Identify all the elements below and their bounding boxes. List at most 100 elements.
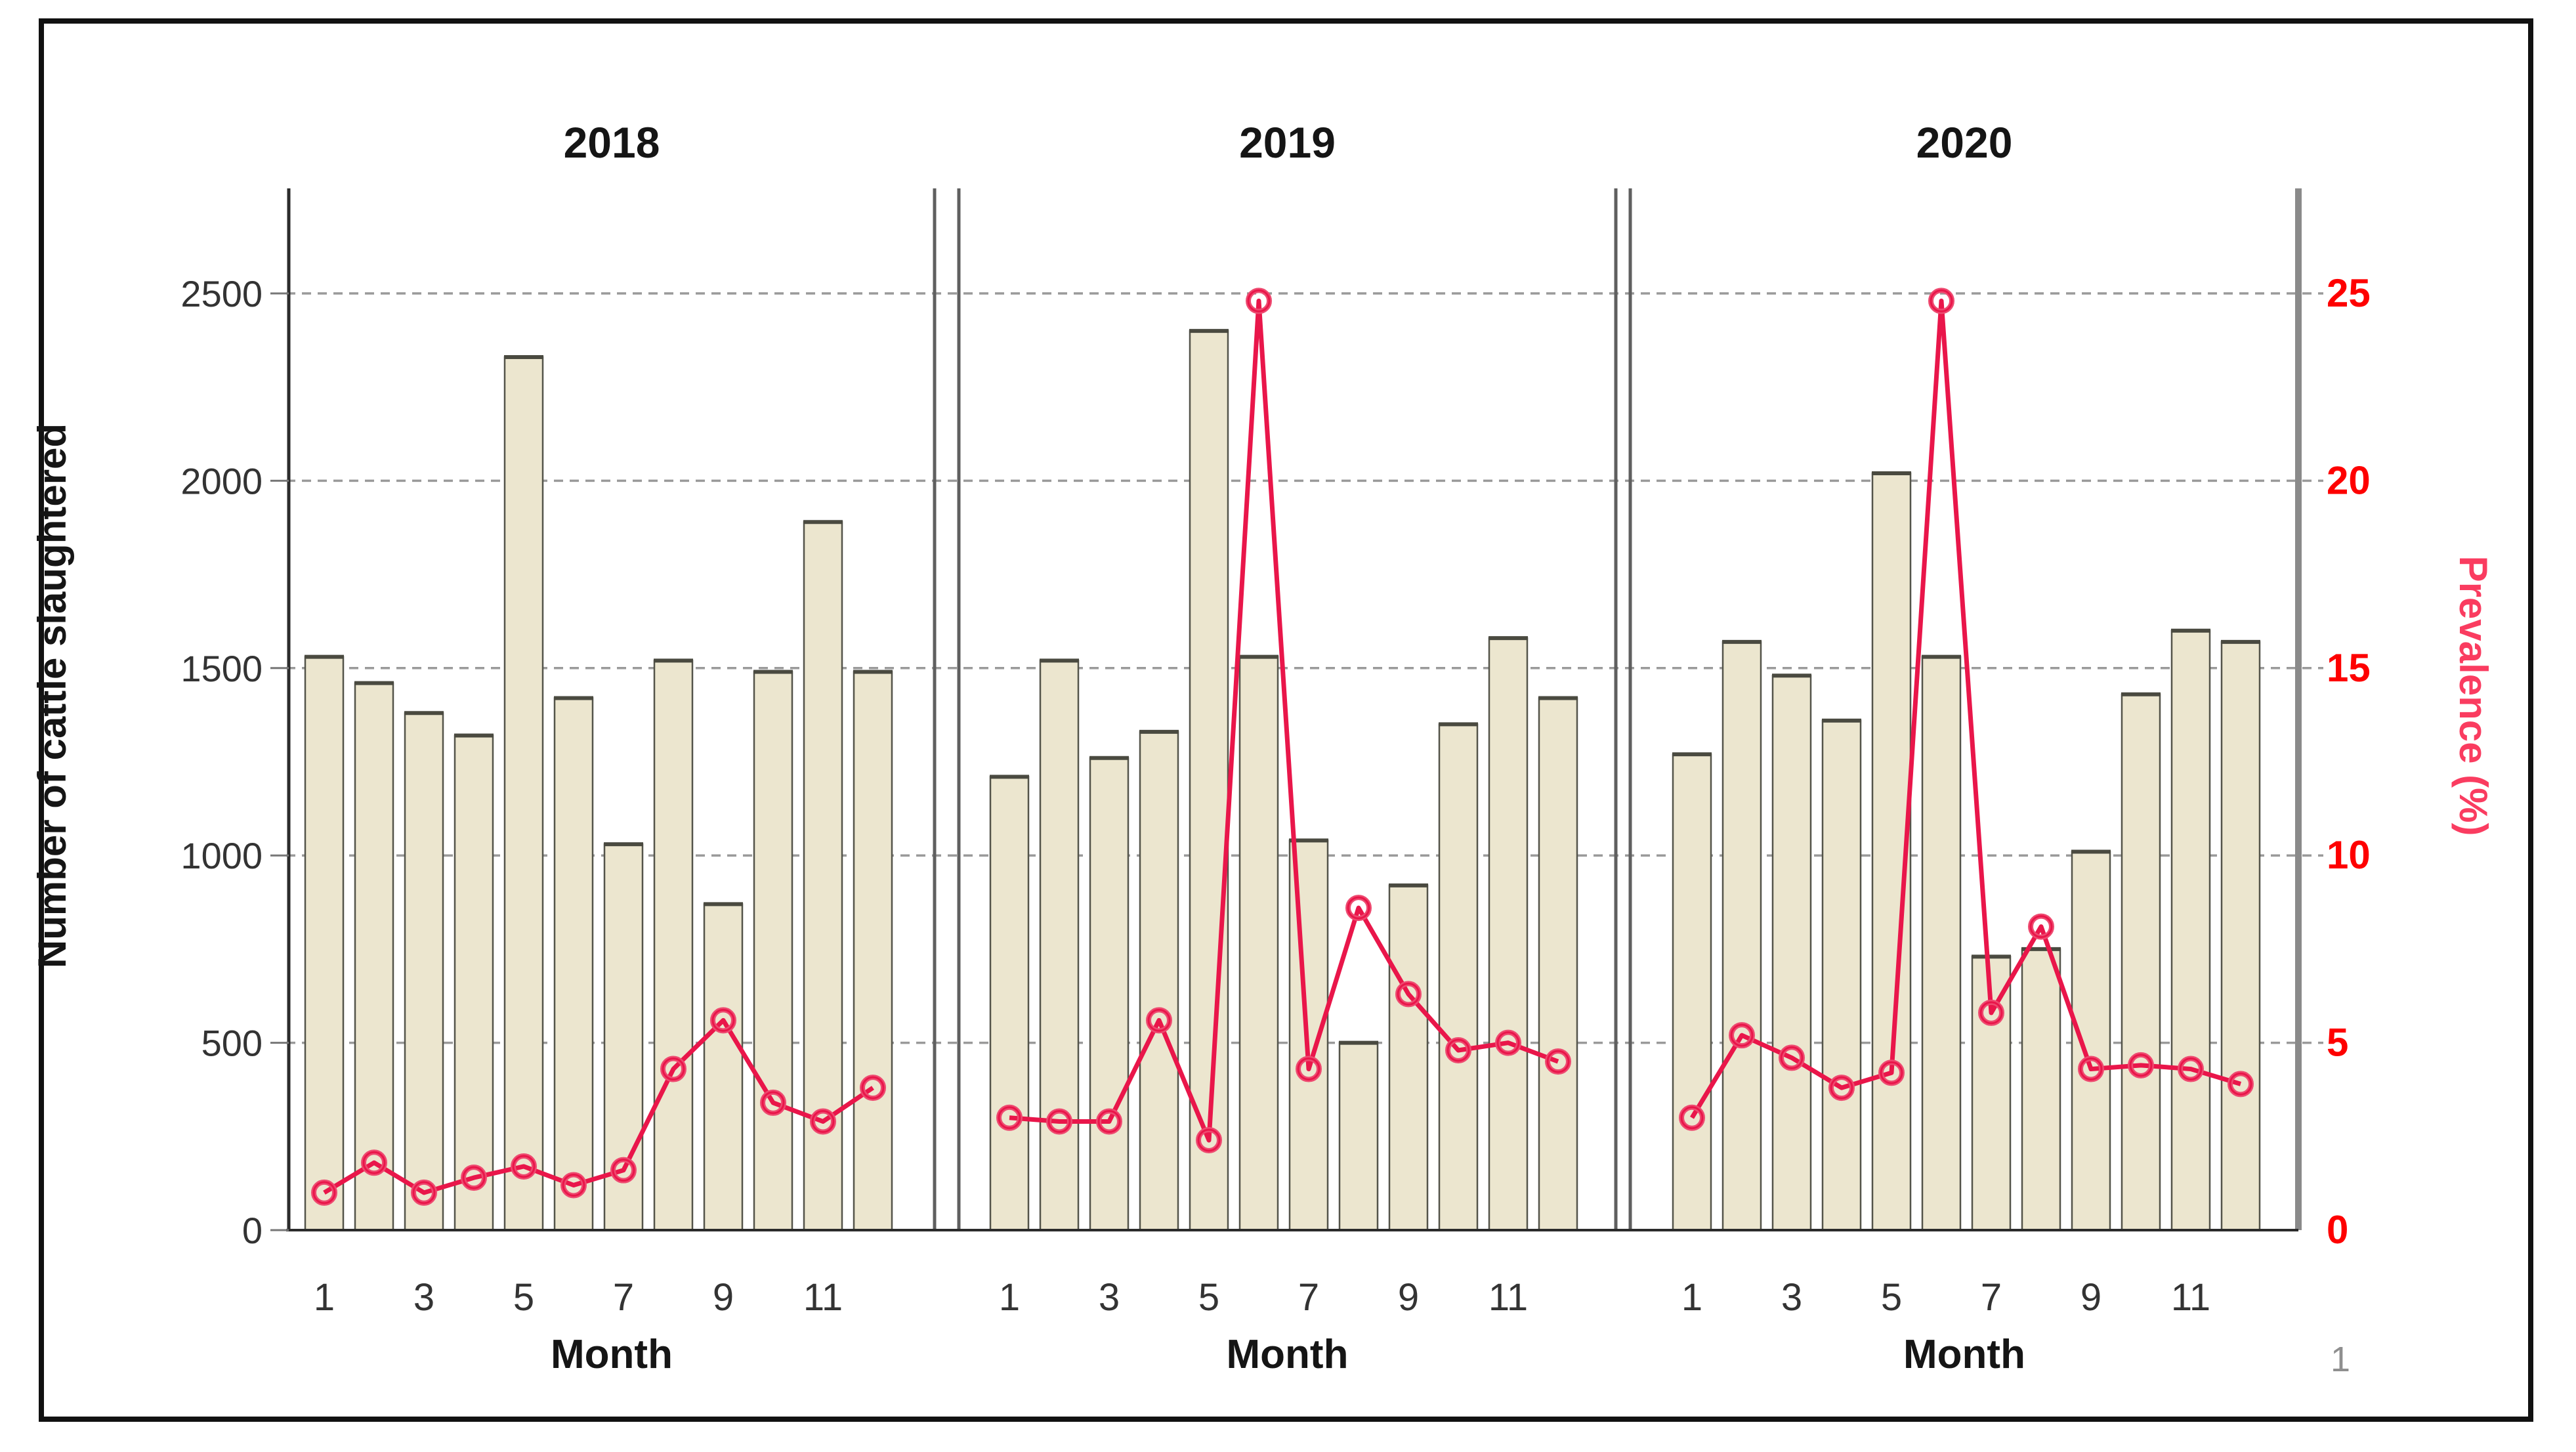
bar-2018-month-2 xyxy=(354,682,394,1231)
left-axis-tick-label-1500: 1500 xyxy=(180,648,263,689)
prevalence-marker-core-2019-month-11 xyxy=(1496,1031,1520,1055)
right-axis-title: Prevalence (%) xyxy=(2451,556,2495,836)
prevalence-marker-core-2019-month-4 xyxy=(1147,1008,1171,1032)
bar-2020-month-11 xyxy=(2170,630,2211,1231)
prevalence-marker-core-2020-month-9 xyxy=(2079,1057,2103,1081)
right-axis-tick-label-0: 0 xyxy=(2327,1208,2348,1252)
left-axis-title: Number of cattle slaughtered xyxy=(30,423,74,968)
bar-2019-month-5 xyxy=(1189,330,1229,1231)
left-axis-tick-label-1000: 1000 xyxy=(180,835,263,876)
x-tick-2018-5: 5 xyxy=(513,1276,534,1319)
prevalence-marker-core-2020-month-11 xyxy=(2179,1057,2203,1081)
right-axis-tick-label-25: 25 xyxy=(2327,271,2371,315)
x-tick-2020-9: 9 xyxy=(2080,1276,2101,1319)
bar-2019-month-12 xyxy=(1538,697,1578,1231)
bar-2020-month-9 xyxy=(2071,851,2111,1231)
panel-2018: 2018 1 3 5 7 9 11 Month xyxy=(287,118,937,1377)
prevalence-marker-core-2020-month-10 xyxy=(2129,1054,2153,1077)
left-axis-tick-label-500: 500 xyxy=(201,1023,263,1064)
prevalence-marker-core-2018-month-8 xyxy=(662,1057,685,1081)
prevalence-marker-core-2019-month-10 xyxy=(1446,1038,1470,1062)
left-axis-tick-label-2500: 2500 xyxy=(180,273,263,314)
x-tick-2019-1: 1 xyxy=(999,1276,1020,1319)
prevalence-marker-core-2019-month-8 xyxy=(1347,896,1370,920)
bar-2019-month-2 xyxy=(1039,660,1080,1231)
prevalence-marker-core-2020-month-1 xyxy=(1680,1106,1704,1130)
prevalence-marker-core-2019-month-1 xyxy=(998,1106,1021,1130)
prevalence-marker-core-2020-month-6 xyxy=(1930,289,1953,312)
x-tick-2020-5: 5 xyxy=(1881,1276,1902,1319)
right-axis-tick-label-15: 15 xyxy=(2327,646,2371,690)
prevalence-marker-core-2018-month-4 xyxy=(462,1166,486,1189)
x-tick-2019-9: 9 xyxy=(1398,1276,1419,1319)
prevalence-marker-core-2020-month-8 xyxy=(2029,915,2053,939)
bar-2020-month-2 xyxy=(1721,641,1762,1231)
x-tick-2018-7: 7 xyxy=(613,1276,634,1319)
prevalence-marker-core-2018-month-3 xyxy=(412,1181,436,1205)
right-axis-tick-label-5: 5 xyxy=(2327,1021,2348,1065)
bar-2018-month-3 xyxy=(404,712,444,1231)
x-tick-2020-1: 1 xyxy=(1681,1276,1702,1319)
x-tick-2019-5: 5 xyxy=(1198,1276,1219,1319)
prevalence-marker-core-2018-month-12 xyxy=(861,1076,885,1100)
bar-2018-month-11 xyxy=(803,521,843,1231)
bar-2019-month-3 xyxy=(1089,757,1130,1231)
bar-2020-month-12 xyxy=(2220,641,2261,1231)
prevalence-marker-core-2018-month-2 xyxy=(362,1151,386,1174)
prevalence-marker-core-2018-month-10 xyxy=(761,1091,785,1115)
prevalence-marker-core-2018-month-9 xyxy=(711,1008,735,1032)
bar-2018-month-9 xyxy=(703,903,744,1231)
bar-2020-month-4 xyxy=(1821,719,1862,1231)
bar-2020-month-10 xyxy=(2121,693,2161,1231)
prevalence-marker-core-2019-month-2 xyxy=(1047,1109,1071,1133)
prevalence-marker-core-2018-month-11 xyxy=(811,1109,835,1133)
x-tick-2019-3: 3 xyxy=(1099,1276,1120,1319)
left-axis-tick-label-2000: 2000 xyxy=(180,460,263,502)
x-tick-2018-1: 1 xyxy=(314,1276,335,1319)
x-axis-label-2020: Month xyxy=(1903,1332,2025,1377)
bar-2020-month-8 xyxy=(2021,948,2061,1231)
bar-2020-month-1 xyxy=(1672,753,1712,1231)
panel-title-2018: 2018 xyxy=(564,118,660,167)
x-tick-2018-11: 11 xyxy=(803,1276,843,1319)
panel-title-2019: 2019 xyxy=(1239,118,1336,167)
bar-2018-month-10 xyxy=(753,671,793,1231)
prevalence-marker-core-2018-month-5 xyxy=(512,1155,536,1178)
bar-2019-month-8 xyxy=(1338,1042,1379,1231)
x-axis-label-2019: Month xyxy=(1227,1332,1349,1377)
bar-2019-month-6 xyxy=(1238,656,1279,1231)
bar-2019-month-9 xyxy=(1388,884,1429,1231)
bar-2018-month-6 xyxy=(553,697,594,1231)
left-axis-tick-label-0: 0 xyxy=(242,1210,263,1251)
prevalence-marker-core-2020-month-2 xyxy=(1730,1023,1754,1047)
right-axis-tick-label-20: 20 xyxy=(2327,458,2371,502)
x-tick-2018-9: 9 xyxy=(713,1276,734,1319)
x-tick-2020-11: 11 xyxy=(2171,1276,2210,1319)
bar-2019-month-11 xyxy=(1488,637,1529,1231)
panel-title-2020: 2020 xyxy=(1916,118,2013,167)
prevalence-marker-core-2020-month-3 xyxy=(1780,1046,1804,1069)
bar-2018-month-8 xyxy=(653,660,694,1231)
prevalence-marker-core-2019-month-5 xyxy=(1197,1128,1221,1152)
prevalence-marker-core-2019-month-3 xyxy=(1097,1109,1121,1133)
x-tick-2019-7: 7 xyxy=(1298,1276,1319,1319)
prevalence-marker-core-2019-month-7 xyxy=(1297,1057,1320,1081)
prevalence-marker-core-2019-month-9 xyxy=(1397,982,1420,1006)
bar-2019-month-1 xyxy=(989,776,1030,1231)
bar-2020-month-3 xyxy=(1771,674,1812,1231)
prevalence-marker-core-2018-month-1 xyxy=(312,1181,336,1205)
bar-2018-month-1 xyxy=(304,656,345,1231)
bar-2018-month-12 xyxy=(853,671,893,1231)
bar-2019-month-4 xyxy=(1139,731,1179,1231)
prevalence-marker-core-2020-month-7 xyxy=(1979,1001,2003,1025)
prevalence-marker-core-2019-month-6 xyxy=(1247,289,1271,312)
bar-2018-month-5 xyxy=(503,356,544,1231)
right-axis-tick-label-10: 10 xyxy=(2327,833,2371,877)
prevalence-marker-core-2018-month-6 xyxy=(562,1174,585,1197)
panel-2020: 2020 1 3 5 7 9 11 Month xyxy=(1628,118,2302,1377)
bar-2019-month-10 xyxy=(1438,723,1479,1231)
prevalence-marker-core-2018-month-7 xyxy=(612,1159,635,1182)
page-number: 1 xyxy=(2330,1340,2351,1379)
x-axis-label-2018: Month xyxy=(551,1332,673,1377)
